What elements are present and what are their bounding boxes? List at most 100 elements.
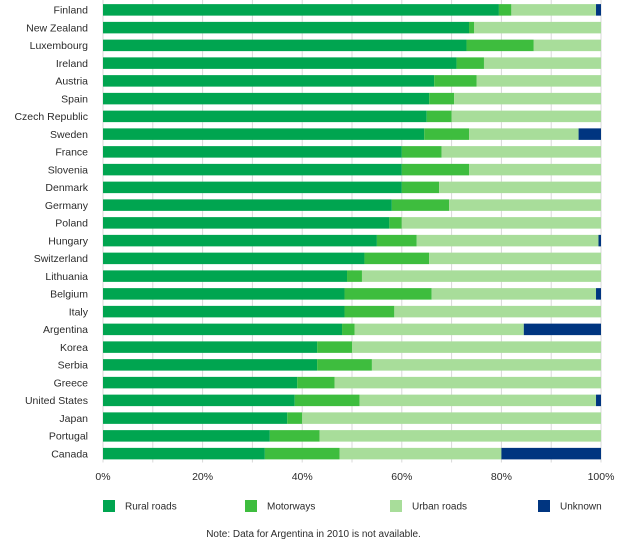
bar-segment <box>103 163 402 176</box>
bar-segment <box>451 110 601 123</box>
bar-segment <box>354 323 524 336</box>
category-label: Sweden <box>50 129 88 141</box>
bar-segment <box>454 92 601 105</box>
bars <box>103 4 601 460</box>
bar-segment <box>347 270 362 282</box>
bar-segment <box>394 305 601 318</box>
bar-segment <box>598 234 601 247</box>
category-label: New Zealand <box>26 22 88 34</box>
bar-segment <box>319 430 601 442</box>
bar-segment <box>103 447 265 460</box>
legend-swatch <box>390 500 402 512</box>
bar-segment <box>269 430 320 442</box>
category-label: Korea <box>60 342 88 354</box>
bar-segment <box>103 412 288 424</box>
bar-segment <box>103 128 425 140</box>
footnote: Note: Data for Argentina in 2010 is not … <box>206 529 421 540</box>
category-label: Switzerland <box>34 253 88 265</box>
bar-segment <box>103 376 298 389</box>
bar-segment <box>287 412 303 424</box>
legend-label: Motorways <box>267 502 315 513</box>
x-tick-label: 60% <box>391 471 412 483</box>
bar-segment <box>429 92 455 105</box>
category-label: Serbia <box>58 360 89 372</box>
x-tick-label: 40% <box>292 471 313 483</box>
bar-segment <box>523 323 601 336</box>
bar-segment <box>449 199 601 211</box>
category-label: Canada <box>51 448 88 460</box>
category-label: United States <box>25 395 88 407</box>
legend-swatch <box>538 500 550 512</box>
bar-segment <box>103 181 402 194</box>
bar-segment <box>344 305 395 318</box>
legend-label: Urban roads <box>412 502 467 513</box>
bar-segment <box>317 359 372 371</box>
bar-segment <box>103 39 467 52</box>
bar-segment <box>103 92 430 105</box>
bar-segment <box>466 39 534 52</box>
bar-segment <box>511 4 597 16</box>
bar-segment <box>297 376 335 389</box>
bar-segment <box>103 341 318 353</box>
category-label: Argentina <box>43 324 88 336</box>
legend-swatch <box>245 500 257 512</box>
bar-segment <box>434 75 477 87</box>
bar-segment <box>469 163 601 176</box>
legend-label: Unknown <box>560 502 602 513</box>
bar-segment <box>424 128 470 140</box>
bar-segment <box>103 323 343 336</box>
bar-segment <box>389 217 402 229</box>
bar-segment <box>596 4 601 16</box>
legend-label: Rural roads <box>125 502 177 513</box>
category-label: France <box>55 147 88 159</box>
bar-segment <box>294 394 360 407</box>
bar-segment <box>103 4 499 16</box>
category-label: Portugal <box>49 431 88 443</box>
bar-segment <box>103 217 390 229</box>
bar-segment <box>103 430 270 442</box>
bar-segment <box>483 57 601 69</box>
bar-segment <box>578 128 601 140</box>
category-labels: Finland New Zealand Luxembourg Ireland Austr… <box>14 5 88 461</box>
bar-segment <box>429 252 601 265</box>
bar-segment <box>401 181 440 194</box>
bar-segment <box>103 252 365 265</box>
bar-segment <box>376 234 417 247</box>
x-tick-label: 20% <box>192 471 213 483</box>
legend: Rural roads Motorways Urban roads Unknown <box>103 500 602 513</box>
bar-segment <box>501 447 601 460</box>
category-label: Germany <box>45 200 89 212</box>
category-label: Luxembourg <box>30 40 89 52</box>
category-label: Italy <box>69 306 89 318</box>
bar-segment <box>103 270 348 282</box>
bar-segment <box>103 288 345 300</box>
bar-segment <box>334 376 601 389</box>
category-label: Hungary <box>48 235 88 247</box>
bar-segment <box>103 359 318 371</box>
bar-segment <box>533 39 601 52</box>
bar-segment <box>344 288 432 300</box>
bar-segment <box>317 341 352 353</box>
bar-segment <box>359 394 597 407</box>
bar-segment <box>264 447 340 460</box>
bar-segment <box>476 75 601 87</box>
bar-segment <box>416 234 599 247</box>
category-label: Austria <box>55 76 88 88</box>
bar-segment <box>596 288 601 300</box>
bar-segment <box>103 146 402 158</box>
bar-segment <box>103 305 345 318</box>
bar-segment <box>431 288 597 300</box>
bar-segment <box>391 199 450 211</box>
bar-segment <box>103 75 435 87</box>
grid-lines <box>102 0 602 463</box>
category-label: Lithuania <box>45 271 88 283</box>
category-label: Czech Republic <box>14 111 88 123</box>
category-label: Ireland <box>56 58 88 70</box>
bar-segment <box>439 181 601 194</box>
category-label: Finland <box>54 5 89 17</box>
bar-segment <box>498 4 512 16</box>
category-label: Spain <box>61 93 88 105</box>
bar-segment <box>103 110 427 123</box>
category-label: Denmark <box>45 182 88 194</box>
